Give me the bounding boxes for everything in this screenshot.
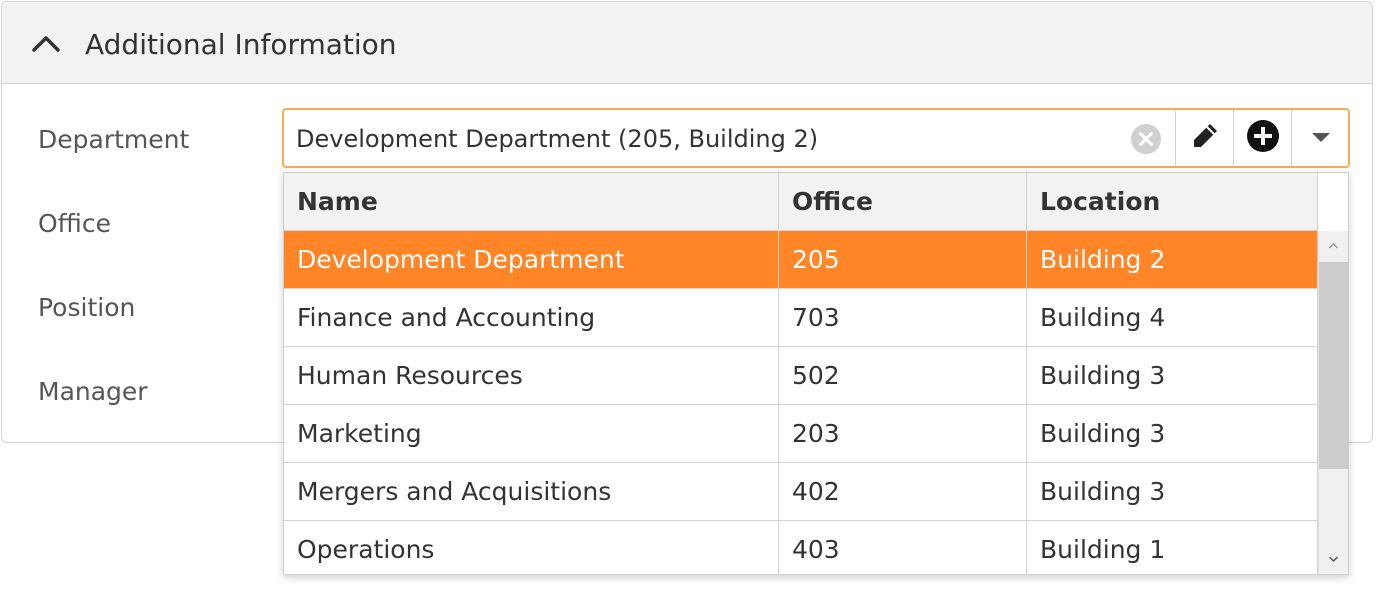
cell-location: Building 4: [1027, 289, 1318, 346]
cell-office: 203: [779, 405, 1027, 462]
cell-office: 403: [779, 521, 1027, 574]
cell-name: Human Resources: [284, 347, 779, 404]
table-row[interactable]: Development Department 205 Building 2: [284, 231, 1318, 289]
scroll-thumb[interactable]: [1319, 262, 1348, 469]
grid-header: Name Office Location: [284, 173, 1318, 231]
table-row[interactable]: Operations 403 Building 1: [284, 521, 1318, 574]
cell-name: Finance and Accounting: [284, 289, 779, 346]
cell-name: Mergers and Acquisitions: [284, 463, 779, 520]
cell-location: Building 3: [1027, 463, 1318, 520]
pencil-icon: [1189, 120, 1221, 156]
cell-office: 502: [779, 347, 1027, 404]
add-button[interactable]: [1233, 110, 1291, 166]
clear-icon[interactable]: [1130, 123, 1162, 155]
department-input[interactable]: [296, 121, 1116, 157]
scroll-down-icon[interactable]: [1319, 544, 1348, 574]
cell-name: Marketing: [284, 405, 779, 462]
plus-circle-icon: [1246, 119, 1280, 157]
cell-office: 402: [779, 463, 1027, 520]
cell-office: 205: [779, 231, 1027, 288]
scroll-up-icon[interactable]: [1319, 231, 1348, 261]
table-row[interactable]: Human Resources 502 Building 3: [284, 347, 1318, 405]
cell-location: Building 2: [1027, 231, 1318, 288]
cell-location: Building 1: [1027, 521, 1318, 574]
department-dropdown-grid: Name Office Location Development Departm…: [283, 172, 1349, 575]
column-header-office[interactable]: Office: [779, 173, 1027, 230]
grid-body: Development Department 205 Building 2 Fi…: [284, 231, 1318, 574]
cell-location: Building 3: [1027, 405, 1318, 462]
cell-location: Building 3: [1027, 347, 1318, 404]
additional-information-panel: Additional Information Department Office…: [1, 1, 1373, 443]
table-row[interactable]: Mergers and Acquisitions 402 Building 3: [284, 463, 1318, 521]
panel-header[interactable]: Additional Information: [2, 2, 1372, 84]
office-label: Office: [38, 209, 111, 238]
column-header-name[interactable]: Name: [284, 173, 779, 230]
cell-name: Development Department: [284, 231, 779, 288]
department-label: Department: [38, 125, 190, 154]
panel-title: Additional Information: [85, 28, 397, 61]
department-lookup-editor[interactable]: [282, 108, 1350, 168]
cell-name: Operations: [284, 521, 779, 574]
table-row[interactable]: Marketing 203 Building 3: [284, 405, 1318, 463]
table-row[interactable]: Finance and Accounting 703 Building 4: [284, 289, 1318, 347]
chevron-up-icon[interactable]: [30, 30, 62, 56]
cell-office: 703: [779, 289, 1027, 346]
position-label: Position: [38, 293, 136, 322]
scroll-corner: [1318, 173, 1348, 231]
dropdown-toggle-button[interactable]: [1291, 110, 1349, 166]
vertical-scrollbar[interactable]: [1318, 231, 1348, 574]
column-header-location[interactable]: Location: [1027, 173, 1318, 230]
manager-label: Manager: [38, 377, 148, 406]
dropdown-arrow-icon: [1310, 129, 1332, 148]
edit-button[interactable]: [1175, 110, 1233, 166]
